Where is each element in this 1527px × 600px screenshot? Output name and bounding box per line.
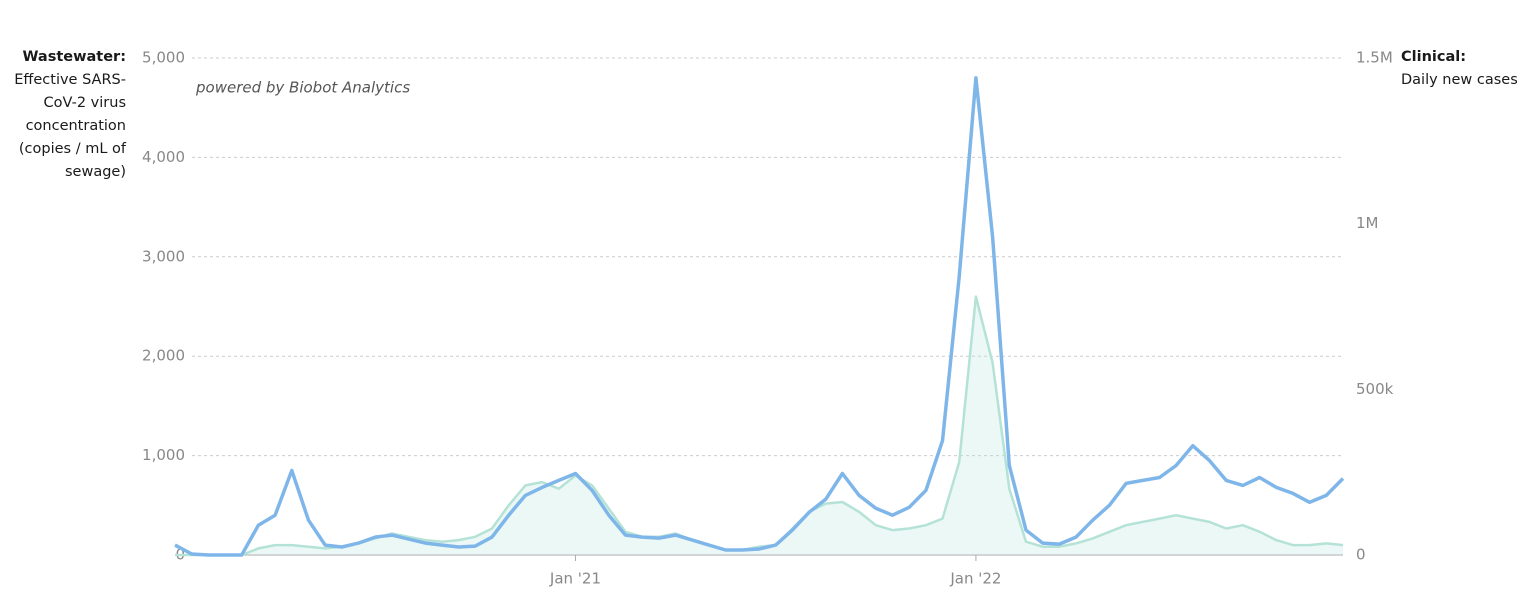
y2-tick-label: 1.5M	[1356, 49, 1393, 67]
y-tick-label: 4,000	[142, 148, 185, 166]
y-tick-label: 2,000	[142, 347, 185, 365]
annotation: powered by Biobot Analytics	[195, 79, 410, 97]
x-tick-label: Jan '22	[949, 570, 1001, 588]
series-name: Clinical:	[1401, 49, 1467, 65]
y-axis-label: Effective SARS-CoV-2 virus concentration…	[14, 72, 126, 180]
y2-tick-label: 1M	[1356, 214, 1379, 232]
series-line	[175, 295, 1344, 557]
y-tick-label: 3,000	[142, 247, 185, 265]
left-axis-title: Wastewater: Effective SARS-CoV-2 virus c…	[0, 46, 126, 184]
y2-tick-label: 500k	[1356, 380, 1394, 398]
x-tick-label: Jan '21	[549, 570, 601, 588]
right-axis-title: Clinical: Daily new cases	[1401, 46, 1525, 92]
y-tick-label: 5,000	[142, 49, 185, 67]
series-name: Wastewater:	[22, 49, 126, 65]
y2-tick-label: 0	[1356, 546, 1366, 564]
series-line	[174, 76, 1345, 557]
y-tick-label: 1,000	[142, 446, 185, 464]
y2-axis-label: Daily new cases	[1401, 72, 1518, 88]
